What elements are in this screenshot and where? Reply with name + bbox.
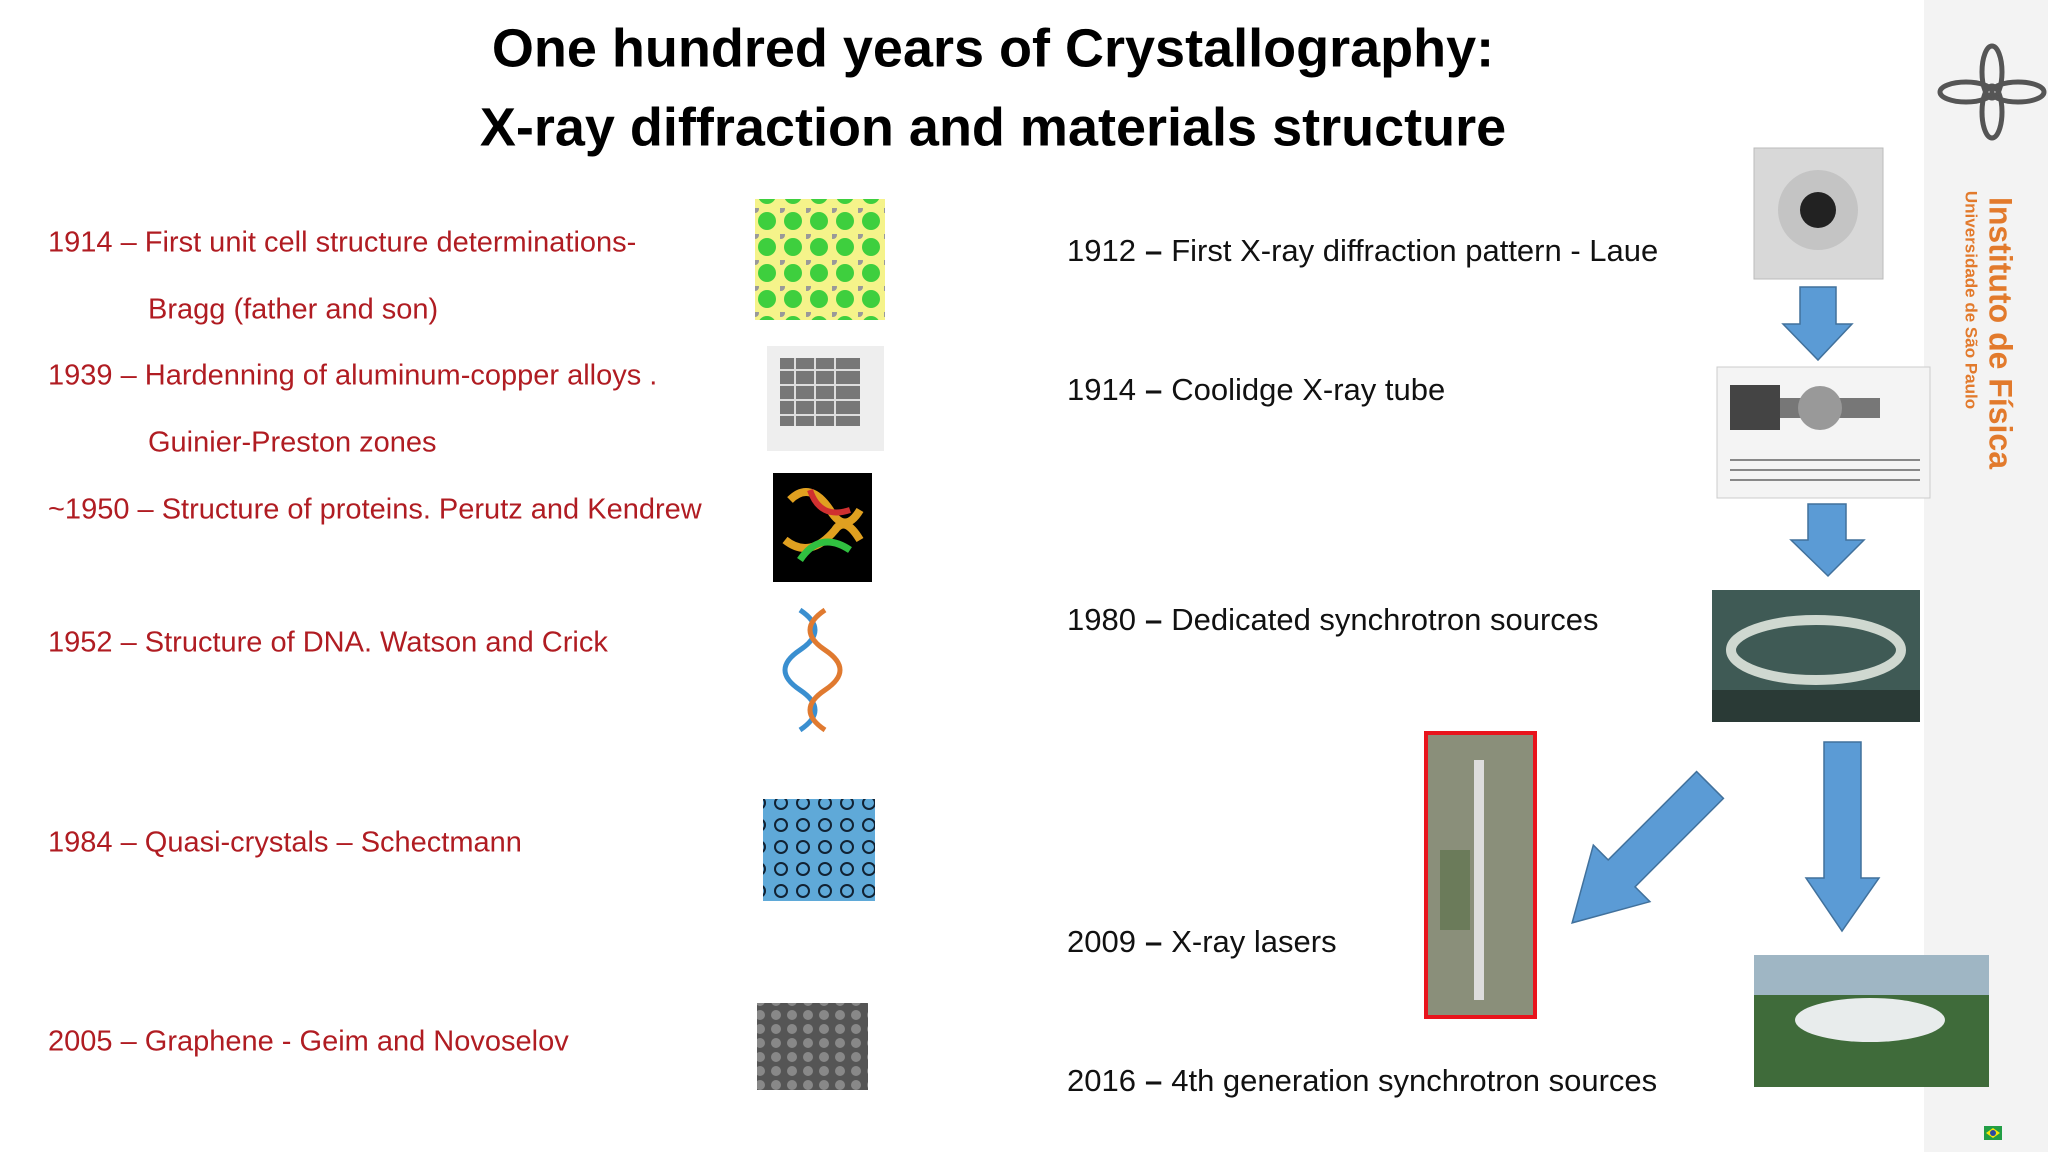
crystal-image xyxy=(755,199,885,320)
sirius-image xyxy=(1754,955,1989,1087)
timeline-entry: Bragg (father and son) xyxy=(148,294,438,326)
timeline-entry: 1952 – Structure of DNA. Watson and Cric… xyxy=(48,627,608,659)
quasicrystal-image xyxy=(763,799,875,901)
alloy-image xyxy=(767,346,884,451)
timeline-entry: ~1950 – Structure of proteins. Perutz an… xyxy=(48,494,703,526)
arrow-down xyxy=(1781,286,1854,362)
usp-logo xyxy=(1937,43,2047,141)
coolidge-image xyxy=(1716,366,1931,499)
left-list: 1914 – First unit cell structure determi… xyxy=(48,227,703,1058)
entry-text: Coolidge X-ray tube xyxy=(1171,372,1445,407)
arrows xyxy=(1571,286,1881,933)
entry-year: 2016 xyxy=(1067,1063,1136,1098)
timeline-entry: 1914 – First unit cell structure determi… xyxy=(48,227,636,259)
entry-year: 2009 xyxy=(1067,924,1136,959)
entry-text: First X-ray diffraction pattern - Laue xyxy=(1171,233,1658,268)
laue-image xyxy=(1753,147,1884,280)
xfel-image xyxy=(1424,731,1537,1019)
right-list: 1912– First X-ray diffraction pattern - L… xyxy=(1067,233,1658,1098)
timeline-entry: 1984 – Quasi-crystals – Schectmann xyxy=(48,827,522,859)
arrow-down xyxy=(1789,503,1866,578)
arrow-diagonal xyxy=(1571,770,1725,924)
entry-year: 1912 xyxy=(1067,233,1136,268)
brazil-flag xyxy=(1984,1126,2002,1140)
entry-text: 4th generation synchrotron sources xyxy=(1171,1063,1657,1098)
entry-dash: – xyxy=(1145,233,1162,268)
entry-dash: – xyxy=(1145,372,1162,407)
entry-dash: – xyxy=(1145,602,1162,637)
entry-dash: – xyxy=(1145,1063,1162,1098)
entry-year: 1914 xyxy=(1067,372,1136,407)
institute-name: Instituto de Física xyxy=(1983,197,2019,469)
timeline-entry: 1980– Dedicated synchrotron sources xyxy=(1067,602,1599,637)
title-line: One hundred years of Crystallography: xyxy=(492,18,1494,78)
timeline-entry: Guinier-Preston zones xyxy=(148,427,437,459)
synchrotron-image xyxy=(1712,590,1920,722)
timeline-entry: 2016–4th generation synchrotron sources xyxy=(1067,1063,1657,1098)
entry-text: X-ray lasers xyxy=(1171,924,1336,959)
timeline-entry: 1912– First X-ray diffraction pattern - L… xyxy=(1067,233,1658,268)
entry-text: Dedicated synchrotron sources xyxy=(1171,602,1598,637)
protein-image xyxy=(773,473,872,582)
title-line: X-ray diffraction and materials structur… xyxy=(480,97,1506,157)
entry-year: 1980 xyxy=(1067,602,1136,637)
timeline-entry: 2005 – Graphene - Geim and Novoselov xyxy=(48,1026,569,1058)
graphene-image xyxy=(757,1003,868,1090)
arrow-down xyxy=(1804,741,1881,933)
dna-image xyxy=(782,603,869,733)
entry-dash: – xyxy=(1145,924,1162,959)
timeline-entry: 1914– Coolidge X-ray tube xyxy=(1067,372,1445,407)
timeline-entry: 1939 – Hardenning of aluminum-copper all… xyxy=(48,360,657,392)
university-name: Universidade de São Paulo xyxy=(1962,191,1981,409)
timeline-entry: 2009– X-ray lasers xyxy=(1067,924,1337,959)
